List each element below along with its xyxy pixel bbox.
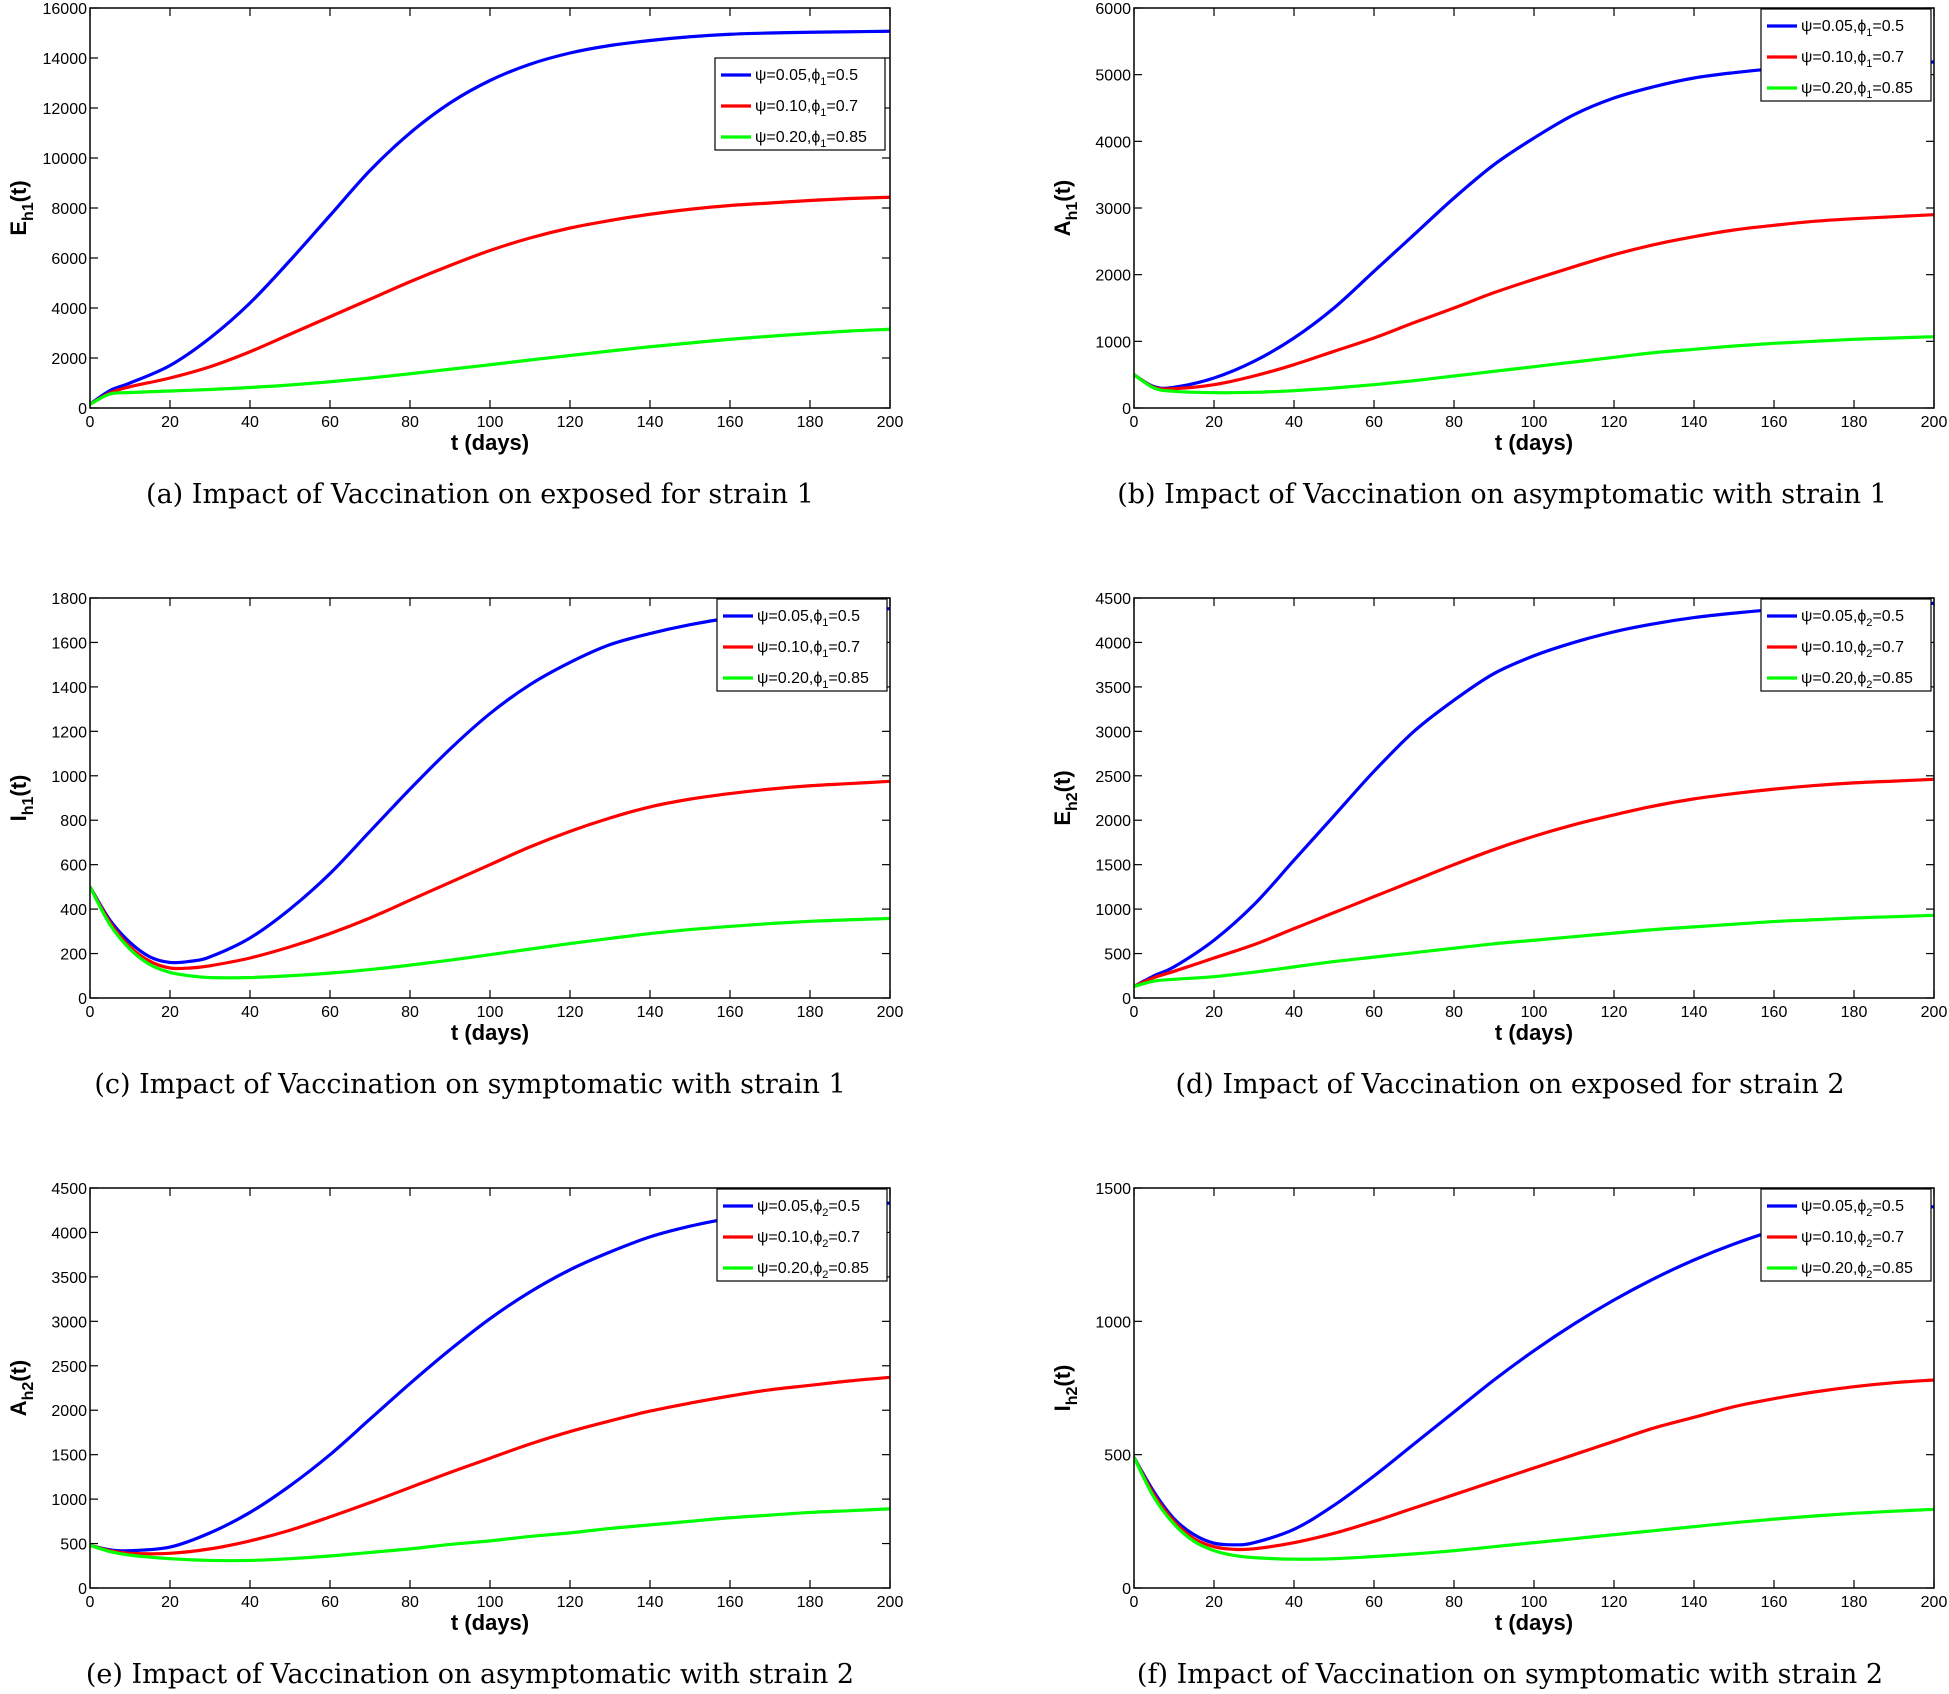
axes-frame <box>1133 1187 1935 1589</box>
x-tick-label: 200 <box>1921 1594 1948 1611</box>
x-tick-label: 180 <box>1841 1594 1868 1611</box>
x-tick-label: 80 <box>1445 1594 1463 1611</box>
y-axis-label: Ih2(t) <box>1050 1365 1081 1412</box>
x-tick-label: 140 <box>1681 1594 1708 1611</box>
y-axis-label-base: I <box>1050 1405 1075 1411</box>
legend-label: ψ=0.20,ϕ2=0.85 <box>1801 1260 1913 1281</box>
y-tick-label: 1500 <box>1095 1181 1131 1198</box>
figure-caption-a: (a) Impact of Vaccination on exposed for… <box>146 479 814 510</box>
y-tick-label: 0 <box>1122 1581 1131 1598</box>
y-axis-label-suffix: (t) <box>1050 1365 1075 1387</box>
legend-label: ψ=0.10,ϕ2=0.7 <box>1801 1229 1904 1250</box>
series-group <box>1134 1205 1934 1561</box>
figure-caption-f: (f) Impact of Vaccination on symptomatic… <box>1136 1659 1884 1690</box>
x-tick-label: 100 <box>1521 1594 1548 1611</box>
x-tick-label: 20 <box>1205 1594 1223 1611</box>
legend-box <box>1760 1188 1932 1282</box>
x-tick-label: 60 <box>1365 1594 1383 1611</box>
figure-caption-e: (e) Impact of Vaccination on asymptomati… <box>85 1659 855 1690</box>
series-line-2 <box>1134 1378 1934 1552</box>
plot-area: 0 20 40 60 80 100 120 140 160 180 200 0 500 1000 1500 t… <box>1050 1181 1947 1635</box>
x-axis-label: t (days) <box>1495 1610 1573 1635</box>
legend: ψ=0.05,ϕ2=0.5 ψ=0.10,ϕ2=0.7 ψ=0.20,ϕ2=0.85 <box>1760 1188 1932 1282</box>
y-tick-label: 500 <box>1104 1448 1131 1465</box>
x-tick-label: 160 <box>1761 1594 1788 1611</box>
figure-caption-d: (d) Impact of Vaccination on exposed for… <box>1175 1069 1845 1100</box>
figure-caption-c: (c) Impact of Vaccination on symptomatic… <box>94 1069 846 1100</box>
x-tick-label: 0 <box>1130 1594 1139 1611</box>
series-line-3 <box>1134 1456 1934 1561</box>
x-tick-label: 120 <box>1601 1594 1628 1611</box>
figure-caption-b: (b) Impact of Vaccination on asymptomati… <box>1117 479 1887 510</box>
y-tick-label: 1000 <box>1095 1314 1131 1331</box>
series-line-1 <box>1134 1205 1934 1547</box>
y-axis-label-sub: h2 <box>1064 1386 1081 1405</box>
x-tick-label: 40 <box>1285 1594 1303 1611</box>
legend-label: ψ=0.05,ϕ2=0.5 <box>1801 1198 1904 1219</box>
